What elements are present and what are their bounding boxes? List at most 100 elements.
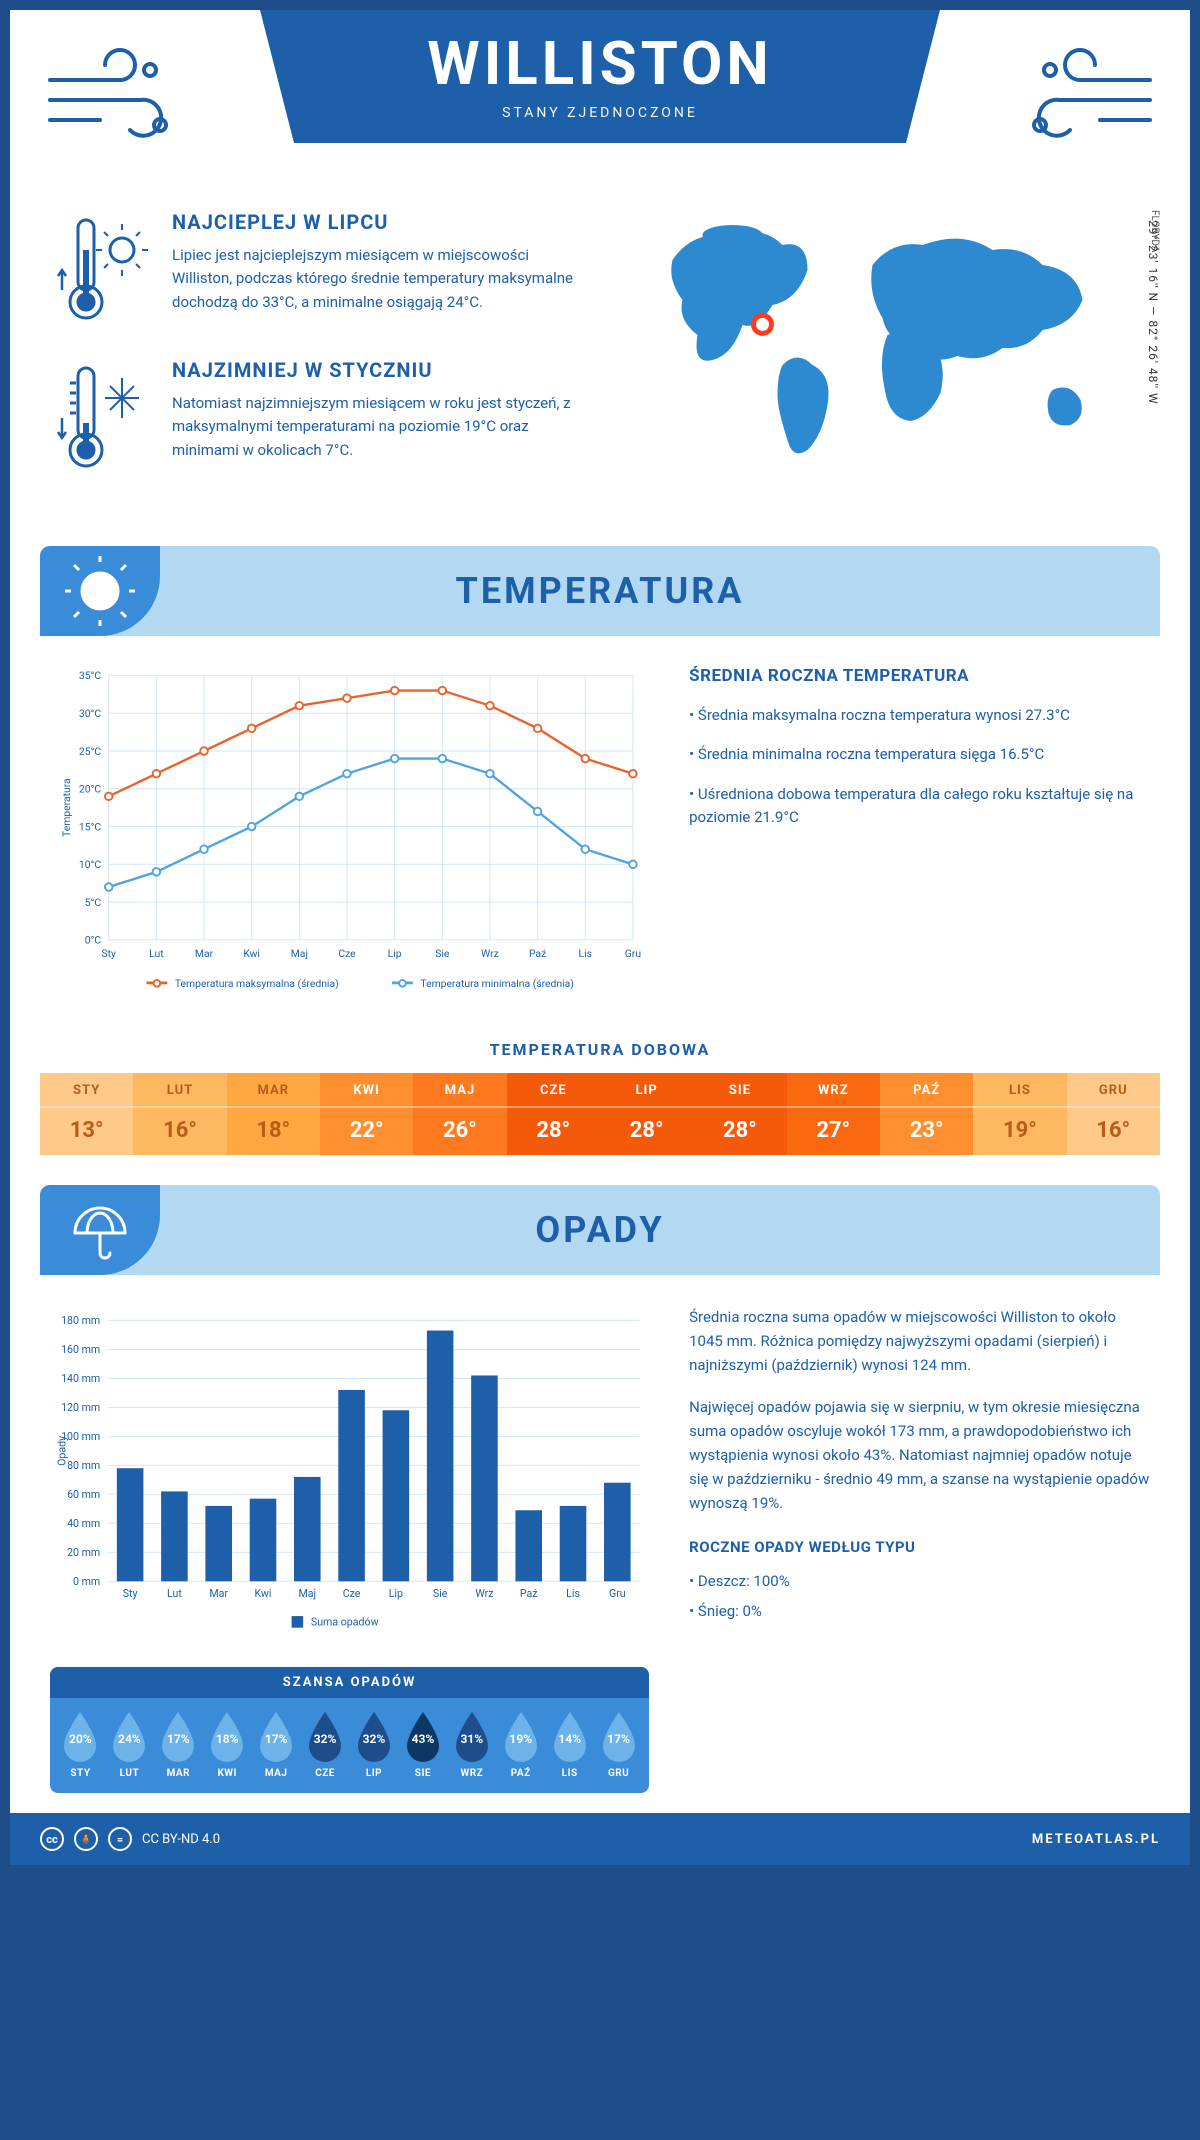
temperature-summary-title: ŚREDNIA ROCZNA TEMPERATURA — [689, 666, 1150, 686]
chance-cell: 32% LIP — [350, 1710, 399, 1779]
daily-temp-cell: CZE28° — [507, 1073, 600, 1155]
svg-text:0°C: 0°C — [85, 934, 102, 947]
daily-temp-cell: WRZ27° — [787, 1073, 880, 1155]
raindrop-icon: 43% — [402, 1710, 444, 1762]
coordinates: 29° 23' 16'' N — 82° 26' 48'' W — [1146, 220, 1160, 405]
daily-temp-table: STY13°LUT16°MAR18°KWI22°MAJ26°CZE28°LIP2… — [40, 1073, 1160, 1155]
svg-text:5°C: 5°C — [85, 896, 102, 909]
temperature-title: TEMPERATURA — [456, 570, 745, 612]
svg-text:Lut: Lut — [167, 1587, 182, 1600]
svg-text:Lut: Lut — [149, 947, 164, 960]
daily-temp-cell: LIS19° — [973, 1073, 1066, 1155]
city-name: WILLISTON — [260, 28, 940, 99]
svg-text:Cze: Cze — [343, 1587, 361, 1600]
by-icon: 🧍 — [74, 1827, 98, 1851]
svg-text:Mar: Mar — [209, 1587, 228, 1600]
chance-cell: 20% STY — [56, 1710, 105, 1779]
summary-item: Średnia minimalna roczna temperatura się… — [689, 743, 1150, 766]
raindrop-icon: 32% — [353, 1710, 395, 1762]
svg-text:20°C: 20°C — [79, 783, 102, 796]
summary-item: Średnia maksymalna roczna temperatura wy… — [689, 704, 1150, 727]
title-ribbon: WILLISTON STANY ZJEDNOCZONE — [260, 10, 940, 143]
svg-text:20 mm: 20 mm — [67, 1546, 100, 1559]
svg-text:0 mm: 0 mm — [73, 1575, 100, 1588]
fact-hot-title: NAJCIEPLEJ W LIPCU — [172, 210, 585, 234]
svg-text:Gru: Gru — [609, 1587, 626, 1600]
country-name: STANY ZJEDNOCZONE — [260, 105, 940, 121]
daily-temp-cell: STY13° — [40, 1073, 133, 1155]
precipitation-title: OPADY — [535, 1209, 664, 1251]
wind-icon-right — [1020, 40, 1160, 150]
chance-cell: 24% LUT — [105, 1710, 154, 1779]
daily-temp-cell: PAŹ23° — [880, 1073, 973, 1155]
svg-text:Temperatura maksymalna (średni: Temperatura maksymalna (średnia) — [175, 977, 339, 990]
chance-cell: 19% PAŹ — [496, 1710, 545, 1779]
precip-p1: Średnia roczna suma opadów w miejscowośc… — [689, 1305, 1150, 1377]
svg-text:Maj: Maj — [298, 1587, 316, 1600]
chance-cell: 14% LIS — [545, 1710, 594, 1779]
raindrop-icon: 24% — [108, 1710, 150, 1762]
umbrella-icon — [40, 1185, 160, 1275]
svg-text:Paź: Paź — [520, 1587, 538, 1600]
infographic-page: WILLISTON STANY ZJEDNOCZONE NAJCIEPLEJ W… — [0, 0, 1200, 1875]
header: WILLISTON STANY ZJEDNOCZONE — [10, 10, 1190, 190]
precipitation-chance-panel: SZANSA OPADÓW 20% STY 24% LUT 17% MAR 18… — [50, 1667, 649, 1793]
svg-text:Maj: Maj — [291, 947, 308, 960]
chance-cell: 31% WRZ — [447, 1710, 496, 1779]
cc-icon: cc — [40, 1827, 64, 1851]
svg-text:80 mm: 80 mm — [67, 1459, 100, 1472]
svg-text:30°C: 30°C — [79, 707, 102, 720]
precipitation-bar-chart: 0 mm20 mm40 mm60 mm80 mm100 mm120 mm140 … — [50, 1305, 649, 1649]
intro-section: NAJCIEPLEJ W LIPCU Lipiec jest najcieple… — [10, 190, 1190, 536]
svg-text:Cze: Cze — [338, 947, 356, 960]
svg-text:Opady: Opady — [55, 1436, 68, 1466]
site-name: METEOATLAS.PL — [1032, 1832, 1160, 1847]
world-map-icon — [615, 210, 1150, 470]
raindrop-icon: 17% — [157, 1710, 199, 1762]
svg-text:Sty: Sty — [101, 947, 116, 960]
svg-text:Wrz: Wrz — [475, 1587, 493, 1600]
raindrop-icon: 31% — [451, 1710, 493, 1762]
daily-temp-cell: SIE28° — [693, 1073, 786, 1155]
daily-temp-cell: MAJ26° — [413, 1073, 506, 1155]
thermometer-hot-icon — [50, 210, 150, 330]
chance-cell: 32% CZE — [301, 1710, 350, 1779]
svg-text:Paź: Paź — [529, 947, 546, 960]
daily-temp-title: TEMPERATURA DOBOWA — [10, 1040, 1190, 1059]
chance-title: SZANSA OPADÓW — [50, 1667, 649, 1698]
fact-cold-text: Natomiast najzimniejszym miesiącem w rok… — [172, 392, 585, 462]
daily-temp-cell: KWI22° — [320, 1073, 413, 1155]
svg-text:Kwi: Kwi — [255, 1587, 272, 1600]
chance-cell: 17% MAR — [154, 1710, 203, 1779]
svg-text:Temperatura minimalna (średnia: Temperatura minimalna (średnia) — [420, 977, 573, 990]
svg-text:40 mm: 40 mm — [67, 1517, 100, 1530]
by-type-item: • Deszcz: 100% — [689, 1569, 1150, 1593]
raindrop-icon: 20% — [59, 1710, 101, 1762]
temperature-summary: ŚREDNIA ROCZNA TEMPERATURA Średnia maksy… — [689, 666, 1150, 1010]
chance-cell: 43% SIE — [398, 1710, 447, 1779]
fact-hot-text: Lipiec jest najcieplejszym miesiącem w m… — [172, 244, 585, 314]
precipitation-section-header: OPADY — [40, 1185, 1160, 1275]
svg-text:25°C: 25°C — [79, 745, 102, 758]
svg-text:Sie: Sie — [435, 947, 450, 960]
svg-text:15°C: 15°C — [79, 820, 102, 833]
nd-icon: = — [108, 1827, 132, 1851]
raindrop-icon: 14% — [549, 1710, 591, 1762]
world-map-panel: FLORYDA 29° 23' 16'' N — 82° 26' 48'' W — [615, 210, 1150, 506]
summary-item: Uśredniona dobowa temperatura dla całego… — [689, 783, 1150, 830]
svg-text:Lis: Lis — [579, 947, 592, 960]
daily-temp-cell: MAR18° — [227, 1073, 320, 1155]
raindrop-icon: 18% — [206, 1710, 248, 1762]
svg-text:Temperatura: Temperatura — [60, 778, 73, 837]
thermometer-cold-icon — [50, 358, 150, 478]
fact-coldest: NAJZIMNIEJ W STYCZNIU Natomiast najzimni… — [50, 358, 585, 478]
raindrop-icon: 17% — [255, 1710, 297, 1762]
temperature-section-header: TEMPERATURA — [40, 546, 1160, 636]
svg-text:Wrz: Wrz — [481, 947, 499, 960]
daily-temp-cell: GRU16° — [1067, 1073, 1160, 1155]
precip-p2: Najwięcej opadów pojawia się w sierpniu,… — [689, 1395, 1150, 1515]
wind-icon-left — [40, 40, 180, 150]
svg-text:Mar: Mar — [195, 947, 214, 960]
svg-text:Sty: Sty — [123, 1587, 138, 1600]
precipitation-summary: Średnia roczna suma opadów w miejscowośc… — [689, 1305, 1150, 1793]
